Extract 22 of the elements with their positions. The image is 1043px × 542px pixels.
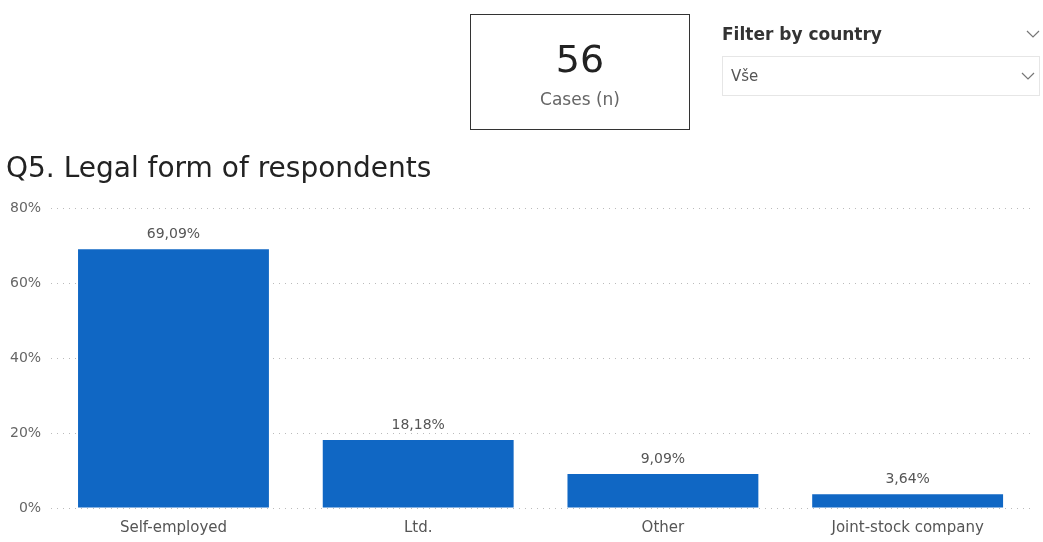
x-tick-label: Self-employed (119, 517, 228, 536)
bar (567, 473, 759, 508)
y-tick-label: 40% (9, 348, 42, 365)
bar (322, 439, 514, 508)
bar (78, 249, 269, 508)
text: Cases (n) (539, 89, 621, 109)
chart-title: Q5. Legal form of respondents (5, 150, 433, 186)
x-tick-label: Other (641, 517, 686, 536)
text: Filter by country (722, 24, 882, 44)
data-label: 18,18% (391, 415, 445, 432)
y-tick-label: 20% (9, 423, 42, 440)
y-tick-label: 0% (18, 498, 42, 515)
x-tick-label: Ltd. (403, 517, 433, 536)
data-label: 9,09% (640, 449, 686, 466)
y-tick-label: 60% (9, 273, 42, 290)
bar (812, 494, 1004, 508)
text: 56 (554, 37, 606, 81)
x-tick-label: Joint-stock company (830, 517, 984, 536)
y-tick-label: 80% (9, 199, 42, 216)
data-label: 3,64% (885, 470, 930, 487)
data-label: 69,09% (146, 224, 201, 241)
text: Vše (731, 67, 759, 85)
